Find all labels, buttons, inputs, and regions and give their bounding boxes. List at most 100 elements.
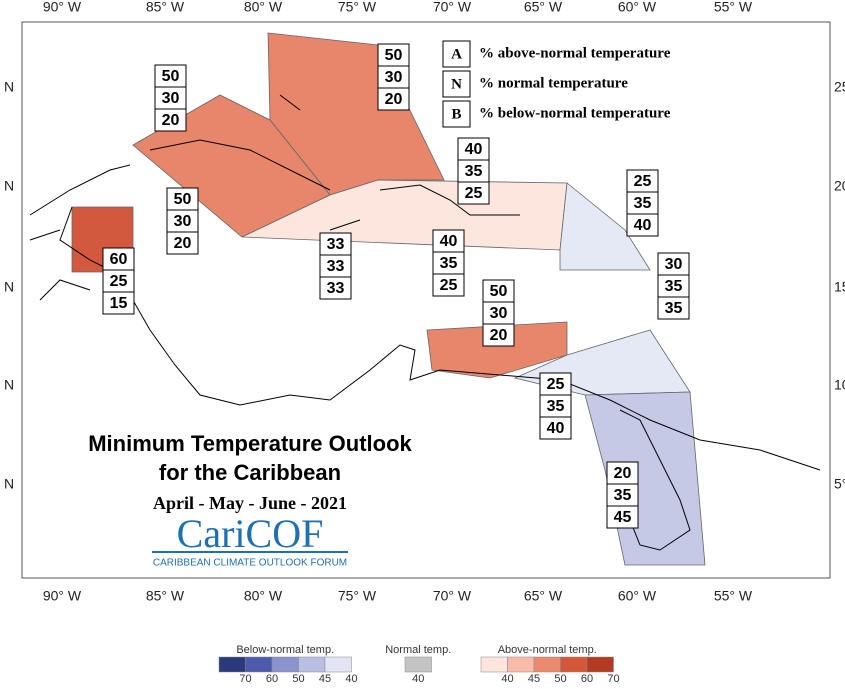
lon-label: 55° W (714, 0, 753, 15)
prob-cell (377, 87, 410, 111)
prob-value: 35 (665, 278, 683, 295)
prob-value: 25 (440, 277, 458, 294)
prob-cell (102, 291, 135, 315)
key-box (442, 70, 471, 98)
prob-value: 35 (634, 195, 652, 212)
prob-cell (432, 273, 465, 297)
prob-value: 40 (634, 217, 652, 234)
lon-label: 90° W (43, 0, 82, 15)
prob-value: 20 (162, 112, 180, 129)
key-box (442, 100, 471, 128)
prob-cell (539, 416, 572, 440)
colorbar-tick: 50 (554, 673, 566, 684)
lat-label: 10 (834, 377, 845, 393)
lat-label: N (4, 279, 14, 295)
lon-label: 75° W (338, 0, 377, 15)
lon-label: 70° W (433, 0, 472, 15)
prob-value: 50 (490, 283, 508, 300)
prob-cell (166, 231, 199, 255)
lat-label: N (4, 178, 14, 194)
prob-value: 35 (440, 255, 458, 272)
period: April - May - June - 2021 (153, 493, 347, 513)
region (584, 391, 706, 566)
prob-value: 20 (490, 327, 508, 344)
prob-value: 40 (547, 420, 565, 437)
prob-value: 30 (665, 256, 683, 273)
colorbar-swatch (271, 656, 299, 673)
prob-value: 25 (634, 173, 652, 190)
labels: Minimum Temperature Outlook for the Cari… (88, 431, 412, 569)
colorbar-tick: 60 (581, 673, 593, 684)
key-letter: A (451, 46, 462, 62)
prob-value: 35 (665, 300, 683, 317)
logo-tagline: CARIBBEAN CLIMATE OUTLOOK FORUM (153, 558, 347, 569)
lon-label: 70° W (433, 588, 472, 604)
prob-value: 45 (614, 509, 632, 526)
lat-label: N (4, 377, 14, 393)
lon-label: 55° W (714, 588, 753, 604)
key-text: % below-normal temperature (479, 105, 671, 121)
colorbar-swatch (245, 656, 273, 673)
colorbar-swatch (218, 656, 246, 673)
key-text: % normal temperature (479, 75, 628, 91)
prob-value: 33 (327, 236, 345, 253)
lon-label: 65° W (524, 588, 563, 604)
prob-value: 40 (440, 233, 458, 250)
prob-value: 40 (465, 141, 483, 158)
prob-value: 25 (465, 185, 483, 202)
colorbar-title: Above-normal temp. (498, 644, 597, 656)
lon-label: 85° W (146, 0, 185, 15)
lat-label: 20 (834, 178, 845, 194)
colorbar-tick: 70 (607, 673, 619, 684)
prob-value: 33 (327, 258, 345, 275)
key-text: % above-normal temperature (479, 45, 671, 61)
prob-cell (319, 276, 352, 300)
title: for the Caribbean (159, 460, 341, 485)
colorbar-swatch (298, 656, 326, 673)
prob-value: 30 (162, 90, 180, 107)
prob-value: 20 (614, 465, 632, 482)
title: Minimum Temperature Outlook (88, 431, 412, 456)
colorbar-tick: 50 (292, 673, 304, 684)
lon-label: 60° W (618, 588, 657, 604)
prob-value: 60 (110, 251, 128, 268)
prob-value: 30 (385, 69, 403, 86)
colorbar-swatch (560, 656, 588, 673)
prob-value: 25 (547, 376, 565, 393)
lon-label: 75° W (338, 588, 377, 604)
prob-value: 35 (547, 398, 565, 415)
colorbar-swatch (507, 656, 535, 673)
prob-value: 50 (174, 191, 192, 208)
prob-value: 33 (327, 280, 345, 297)
prob-value: 35 (614, 487, 632, 504)
colorbar-tick: 40 (501, 673, 513, 684)
colorbar-swatch (533, 656, 561, 673)
colorbar-tick: 70 (239, 673, 251, 684)
prob-value: 20 (174, 235, 192, 252)
prob-cell (606, 505, 639, 529)
lon-label: 90° W (43, 588, 82, 604)
prob-value: 20 (385, 91, 403, 108)
lon-label: 85° W (146, 588, 185, 604)
colorbar-title: Normal temp. (385, 644, 451, 656)
lat-label: 25 (834, 79, 845, 95)
prob-value: 30 (490, 305, 508, 322)
prob-value: 15 (110, 295, 128, 312)
lon-label: 80° W (244, 588, 283, 604)
colorbar-tick: 45 (528, 673, 540, 684)
prob-cell (482, 323, 515, 347)
prob-value: 50 (385, 47, 403, 64)
lat-label: 5° (834, 476, 845, 492)
map-frame (21, 21, 831, 579)
colorbar-swatch (324, 656, 352, 673)
lat-label: N (4, 79, 14, 95)
colorbar-swatch (586, 656, 614, 673)
prob-value: 25 (110, 273, 128, 290)
prob-value: 35 (465, 163, 483, 180)
colorbar-tick: 40 (345, 673, 357, 684)
key-box (442, 40, 471, 68)
logo: CariCOF (177, 511, 324, 556)
prob-value: 50 (162, 68, 180, 85)
colorbar-swatch (404, 656, 432, 673)
